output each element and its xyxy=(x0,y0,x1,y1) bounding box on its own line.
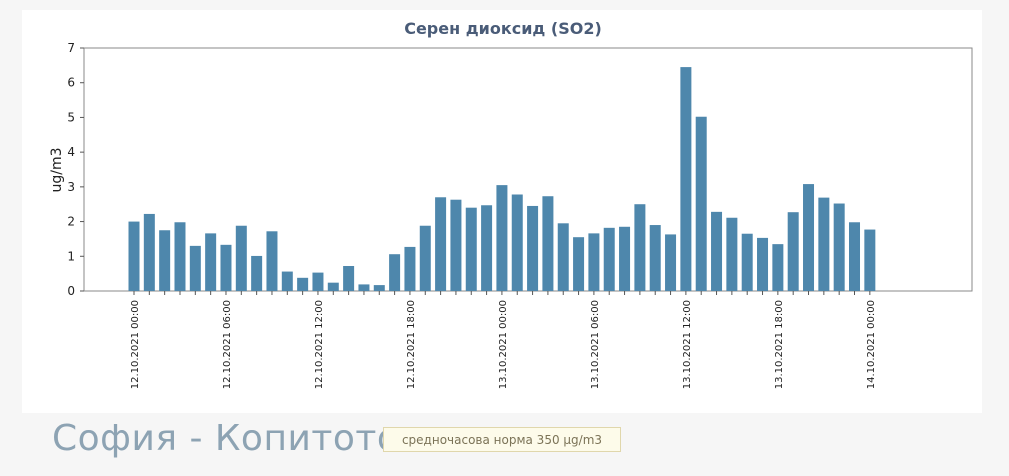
bar xyxy=(266,231,278,291)
x-tick-label: 12.10.2021 12:00 xyxy=(314,300,325,389)
bar xyxy=(864,229,876,291)
station-name: София - Копитото xyxy=(52,418,400,459)
bar xyxy=(327,282,339,291)
y-tick-label: 0 xyxy=(67,284,75,298)
y-tick-label: 4 xyxy=(67,145,75,159)
bar xyxy=(235,225,247,291)
bar xyxy=(787,212,799,291)
x-tick-label: 13.10.2021 06:00 xyxy=(590,300,601,389)
y-tick-label: 1 xyxy=(67,249,75,263)
bar xyxy=(695,116,707,291)
x-tick-label: 13.10.2021 18:00 xyxy=(774,300,785,389)
norm-badge: средночасова норма 350 µg/m3 xyxy=(383,427,621,452)
bar xyxy=(573,237,585,291)
plot-area: 0 1 2 3 4 5 6 7 12.10.2021 00:00 12.10.2021 06:00… xyxy=(67,41,973,389)
bar xyxy=(496,185,508,291)
bar xyxy=(450,199,462,291)
bar xyxy=(220,244,232,291)
bar xyxy=(772,244,784,291)
x-tick-label: 14.10.2021 00:00 xyxy=(866,300,877,389)
bar xyxy=(389,254,401,291)
bar xyxy=(741,233,753,291)
x-tick-label: 12.10.2021 00:00 xyxy=(130,300,141,389)
y-tick-label: 5 xyxy=(67,110,75,124)
bar xyxy=(665,234,677,291)
chart-panel: Серен диоксид (SO2) 0 1 2 3 4 5 6 7 12.10.2021 0… xyxy=(22,10,982,413)
chart-title: Серен диоксид (SO2) xyxy=(404,19,602,38)
bar xyxy=(649,225,661,291)
bar xyxy=(803,184,815,291)
bar xyxy=(542,196,554,291)
bar xyxy=(312,272,324,291)
x-tick-label: 13.10.2021 12:00 xyxy=(682,300,693,389)
bar xyxy=(189,245,201,291)
bar xyxy=(404,246,416,291)
bar xyxy=(128,221,140,291)
bar xyxy=(588,233,600,291)
x-tick-label: 12.10.2021 06:00 xyxy=(222,300,233,389)
bar xyxy=(297,277,309,291)
bar xyxy=(358,284,370,291)
bar xyxy=(833,203,845,291)
chart-svg: Серен диоксид (SO2) 0 1 2 3 4 5 6 7 12.10.2021 0… xyxy=(49,19,973,389)
y-tick-label: 7 xyxy=(67,41,75,55)
bar xyxy=(603,227,615,291)
bar xyxy=(757,237,769,291)
x-tick-label: 12.10.2021 18:00 xyxy=(406,300,417,389)
bar xyxy=(849,222,861,291)
bar xyxy=(726,217,738,291)
bar xyxy=(281,271,293,291)
bar xyxy=(205,233,217,291)
y-axis-label: ug/m3 xyxy=(49,147,65,192)
bar xyxy=(527,205,539,291)
bar xyxy=(419,225,431,291)
bar xyxy=(511,194,523,291)
bar xyxy=(343,266,355,291)
bar xyxy=(711,211,723,291)
bar xyxy=(143,213,155,291)
bar xyxy=(373,285,385,291)
bar xyxy=(680,67,692,291)
bar xyxy=(818,197,830,291)
y-tick-label: 3 xyxy=(67,180,75,194)
bar xyxy=(557,223,569,291)
y-tick-label: 6 xyxy=(67,76,75,90)
bar xyxy=(435,197,447,291)
bar xyxy=(251,255,263,291)
x-tick-label: 13.10.2021 00:00 xyxy=(498,300,509,389)
bar xyxy=(174,222,186,291)
bar xyxy=(481,205,493,291)
bar xyxy=(159,230,171,291)
y-tick-label: 2 xyxy=(67,215,75,229)
bar xyxy=(634,204,646,291)
bar xyxy=(465,207,477,291)
bar xyxy=(619,226,631,291)
